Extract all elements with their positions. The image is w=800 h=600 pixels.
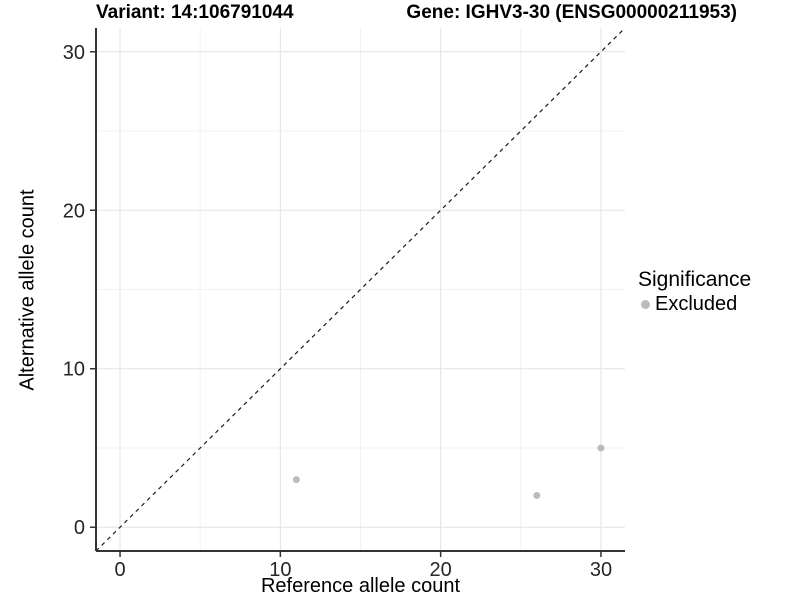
identity-line — [95, 27, 626, 552]
excluded-marker-icon — [641, 299, 650, 309]
legend-entry-excluded: Excluded — [638, 293, 751, 315]
x-tick-label: 30 — [590, 559, 612, 581]
legend-entry-label: Excluded — [655, 293, 738, 315]
plot-title-row: Variant: 14:106791044 Gene: IGHV3-30 (EN… — [96, 2, 737, 24]
plot-title-gene: Gene: IGHV3-30 (ENSG00000211953) — [406, 2, 737, 23]
x-tick-label: 10 — [269, 559, 291, 581]
y-tick-label: 10 — [63, 359, 85, 381]
data-point — [292, 476, 300, 484]
legend: Significance Excluded — [638, 268, 751, 315]
data-point — [597, 444, 605, 452]
y-axis-title: Alternative allele count — [16, 189, 39, 391]
plot-title-variant: Variant: 14:106791044 — [96, 2, 294, 23]
x-tick-label: 0 — [114, 559, 125, 581]
x-axis-title: Reference allele count — [260, 575, 460, 597]
y-tick-label: 0 — [74, 517, 85, 539]
y-tick-label: 30 — [63, 42, 85, 64]
x-tick-label: 20 — [430, 559, 452, 581]
legend-title: Significance — [638, 268, 752, 291]
data-point — [533, 492, 541, 500]
y-tick-label: 20 — [63, 200, 85, 222]
